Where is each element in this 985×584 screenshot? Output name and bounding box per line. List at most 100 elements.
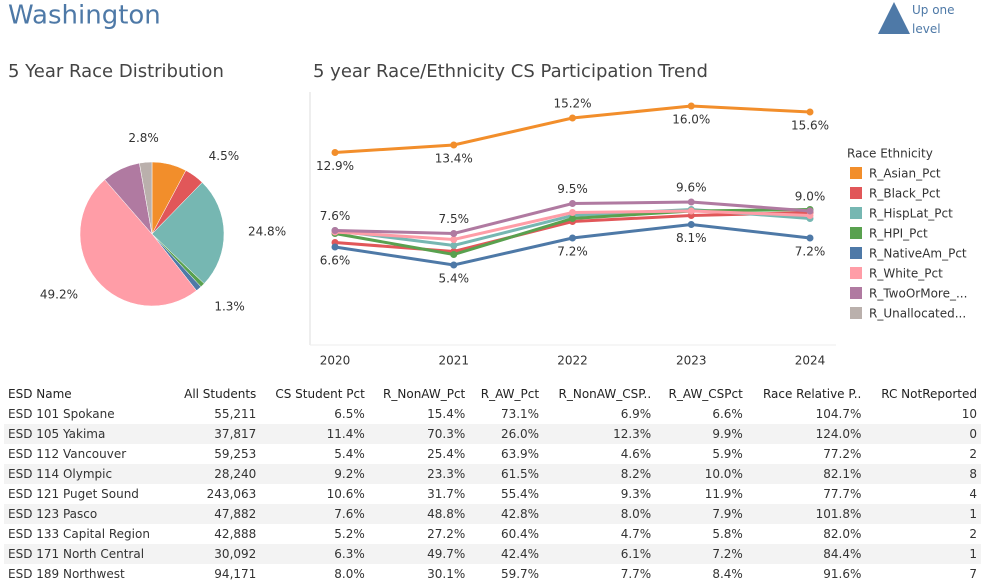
point	[331, 243, 339, 251]
table-cell: 9.3%	[620, 487, 652, 501]
table-cell: ESD 105 Yakima	[4, 424, 171, 444]
data-label: 16.0%	[672, 113, 710, 127]
x-tick-label: 2020	[320, 354, 351, 368]
legend-swatch	[850, 287, 862, 299]
legend-label: R_Asian_Pct	[869, 167, 941, 181]
table-cell: 10.0%	[655, 464, 747, 484]
legend-label: R_Unallocated...	[869, 307, 966, 321]
table-cell: 5.8%	[712, 527, 743, 541]
column-header: Race Relative P..	[762, 387, 862, 401]
table-cell: 73.1%	[500, 407, 540, 421]
table-cell: 82.1%	[746, 464, 866, 484]
point	[450, 230, 458, 237]
table-row: ESD 123 Pasco 47,882 7.6% 48.8% 42.8% 8.0% 7.9…	[4, 504, 981, 524]
table-cell: 2	[969, 527, 977, 541]
legend-swatch	[850, 247, 862, 259]
table-row: ESD 112 Vancouver 59,253 5.4% 25.4% 63.9% 4.6…	[4, 444, 981, 464]
table-row: ESD 189 Northwest 94,171 8.0% 30.1% 59.7% 7.7…	[4, 564, 981, 584]
point	[331, 227, 339, 234]
table-cell: 37,817	[171, 424, 261, 444]
table-cell: 31.7%	[427, 487, 466, 501]
table-cell: 77.7%	[823, 487, 862, 501]
point	[331, 149, 339, 156]
table-row: ESD 121 Puget Sound 243,063 10.6% 31.7% 55.4…	[4, 484, 981, 504]
table-cell: 7.6%	[260, 504, 369, 524]
table-cell: 42.8%	[469, 504, 544, 524]
table-cell: 8.0%	[543, 504, 656, 524]
up-icon[interactable]	[878, 2, 910, 34]
column-header: RC NotReported	[881, 387, 977, 401]
table-cell: 26.0%	[469, 424, 544, 444]
table-cell: 12.3%	[543, 424, 656, 444]
data-label: 9.0%	[795, 190, 826, 204]
table-cell: 11.9%	[704, 487, 743, 501]
table-cell: ESD 121 Puget Sound	[8, 487, 139, 501]
legend-swatch	[850, 187, 862, 199]
table-cell: 6.5%	[334, 407, 365, 421]
table-cell: 5.9%	[712, 447, 743, 461]
table-cell: 9.9%	[655, 424, 747, 444]
table-cell: 47,882	[171, 504, 261, 524]
point	[687, 198, 695, 206]
pie-slice	[79, 179, 197, 307]
point	[569, 200, 576, 207]
table-cell: 59.7%	[500, 567, 540, 581]
table-row: ESD 171 North Central 30,092 6.3% 49.7% 42.4…	[4, 544, 981, 564]
chart-title: 5 Year Race Distribution	[8, 61, 224, 82]
table-cell: 30.1%	[427, 567, 466, 581]
table-cell: 101.8%	[746, 504, 866, 524]
point	[569, 114, 576, 122]
table-cell: 8	[865, 464, 981, 484]
table-cell: 42,888	[214, 527, 257, 541]
legend-label: R_NativeAm_Pct	[869, 247, 967, 261]
data-label: 7.5%	[439, 212, 470, 226]
table-cell: 124.0%	[746, 424, 866, 444]
table-cell: 42.4%	[469, 544, 544, 564]
point	[450, 141, 458, 149]
point	[450, 236, 458, 243]
data-label: 1.3%	[214, 299, 245, 313]
table-cell: 0	[865, 424, 981, 444]
column-header: All Students	[184, 387, 257, 401]
table-cell: 1	[865, 504, 981, 524]
table-cell: ESD 114 Olympic	[4, 464, 171, 484]
table-cell: 11.4%	[260, 424, 369, 444]
table-cell: 25.4%	[427, 447, 466, 461]
column-header: R_AW_CSPct	[668, 387, 743, 401]
header-row: ESD Name All Students CS Student Pct R_NonA…	[4, 384, 981, 404]
point	[569, 209, 576, 216]
table-cell: 6.1%	[543, 544, 656, 564]
charts: Washington Up one level 5 Year Race Distr…	[8, 1, 967, 368]
legend-swatch	[850, 167, 862, 179]
legend-label: R_Black_Pct	[869, 187, 941, 201]
table-cell: 30,092	[171, 544, 261, 564]
data-label: 15.6%	[791, 119, 829, 133]
x-tick-label: 2024	[795, 354, 826, 368]
data-label: 7.6%	[320, 209, 351, 223]
legend-label: R_White_Pct	[869, 267, 943, 281]
table-cell: 63.9%	[500, 447, 540, 461]
data-label: 6.6%	[320, 254, 351, 268]
legend-swatch	[850, 207, 862, 219]
data-label: 5.4%	[439, 272, 470, 286]
table-cell: 61.5%	[469, 464, 544, 484]
table-cell: 7.2%	[655, 544, 747, 564]
table-cell: 6.6%	[712, 407, 743, 421]
table-cell: ESD 101 Spokane	[8, 407, 115, 421]
nav-link[interactable]: Up one level	[912, 3, 955, 36]
point	[450, 242, 458, 249]
point	[687, 102, 695, 110]
table-cell: 8.4%	[712, 567, 743, 581]
table-cell: 60.4%	[500, 527, 540, 541]
chart-title: 5 year Race/Ethnicity CS Participation T…	[313, 61, 708, 82]
table-cell: 104.7%	[815, 407, 862, 421]
table-cell: 15.4%	[427, 407, 466, 421]
table-cell: 8.0%	[334, 567, 365, 581]
table-cell: 23.3%	[368, 464, 470, 484]
table-row: ESD 114 Olympic 28,240 9.2% 23.3% 61.5% 8.2% 1…	[4, 464, 981, 484]
data-label: 9.6%	[676, 181, 707, 195]
point	[450, 261, 458, 269]
table-cell: 55.4%	[500, 487, 540, 501]
table-cell: 6.9%	[620, 407, 652, 421]
point	[806, 207, 814, 215]
